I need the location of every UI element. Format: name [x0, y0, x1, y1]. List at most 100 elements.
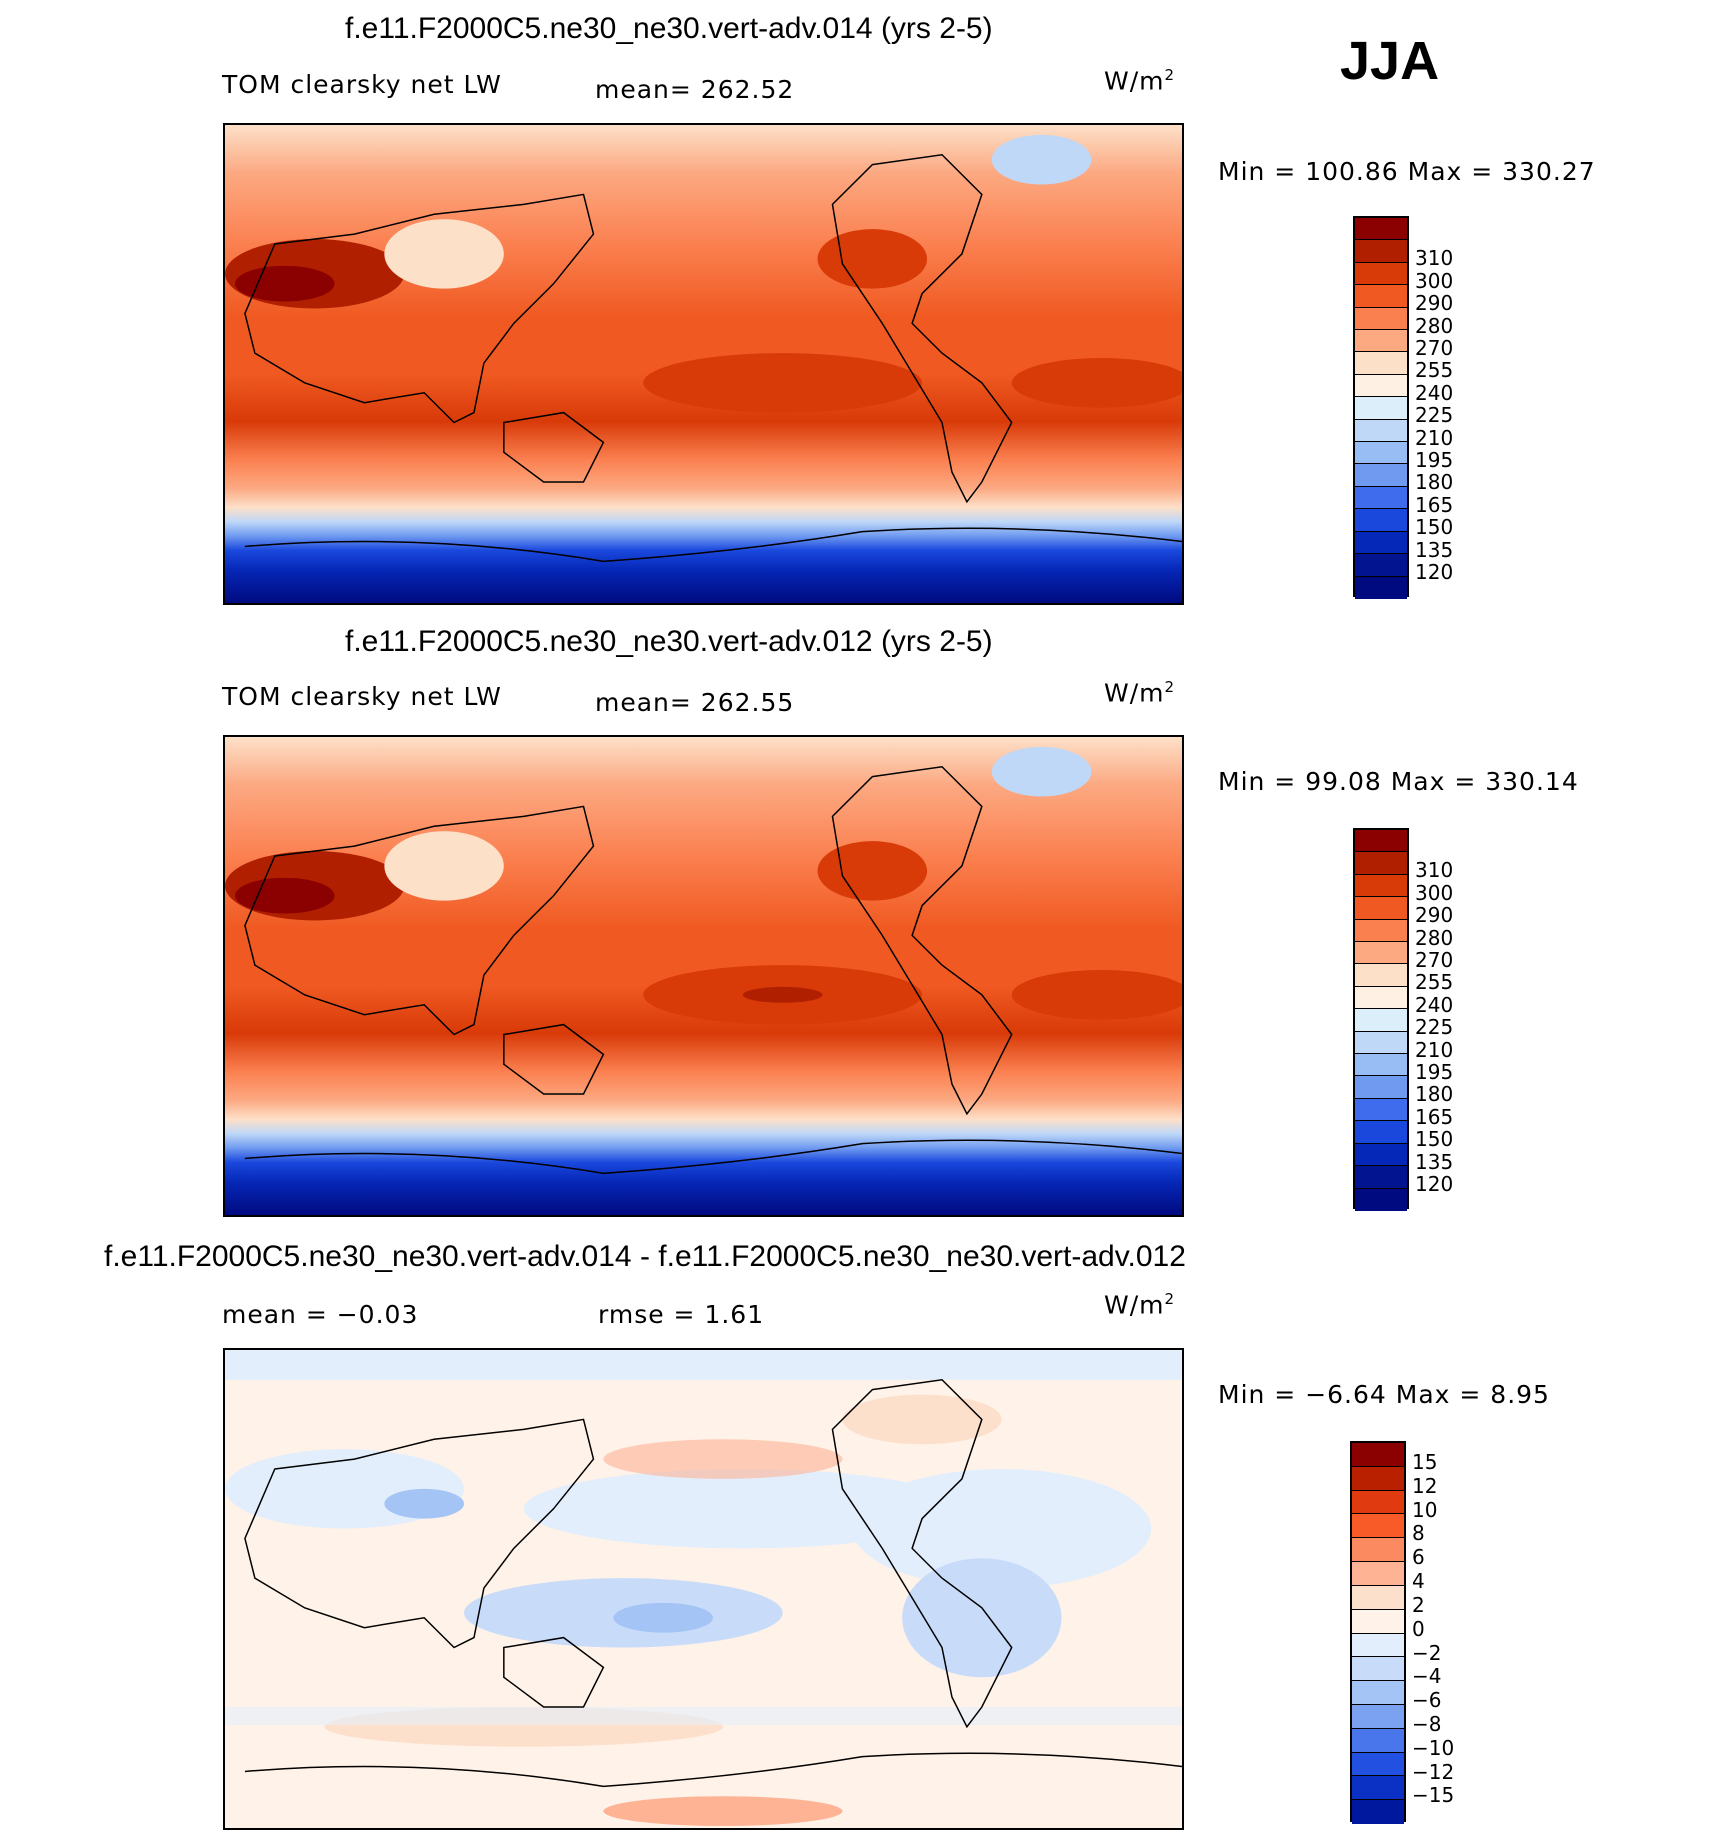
colorbar-swatch — [1352, 1776, 1404, 1801]
colorbar-swatch — [1352, 1490, 1404, 1515]
colorbar-swatch — [1355, 531, 1407, 555]
colorbar-swatch — [1355, 1188, 1407, 1211]
colorbar-tick-label: 120 — [1415, 560, 1454, 585]
panel1-title: f.e11.F2000C5.ne30_ne30.vert-adv.014 (yr… — [345, 12, 993, 45]
colorbar-swatch — [1355, 1054, 1407, 1077]
colorbar-tick-label: 195 — [1415, 1060, 1454, 1085]
colorbar-tick-label: 150 — [1415, 515, 1454, 540]
panel1-units: W/m2 — [1104, 66, 1176, 96]
colorbar-swatch — [1355, 964, 1407, 987]
colorbar-tick-label: 165 — [1415, 492, 1454, 517]
colorbar-tick-label: 270 — [1415, 947, 1454, 972]
colorbar-swatch — [1355, 285, 1407, 308]
season-label: JJA — [1340, 31, 1440, 91]
colorbar-swatch — [1355, 1166, 1407, 1189]
colorbar-tick-label: −6 — [1412, 1688, 1442, 1713]
colorbar-swatch — [1352, 1657, 1404, 1682]
panel1-variable: TOM clearsky net LW — [222, 70, 502, 99]
colorbar-swatch — [1355, 464, 1407, 487]
colorbar-swatch — [1355, 576, 1407, 599]
colorbar-swatch — [1355, 897, 1407, 920]
colorbar-swatch — [1355, 1143, 1407, 1167]
colorbar-tick-label: 180 — [1415, 1082, 1454, 1107]
panel2-colorbar — [1353, 828, 1409, 1211]
colorbar-swatch — [1355, 554, 1407, 577]
panel3-minmax: Min = −6.64 Max = 8.95 — [1218, 1380, 1550, 1409]
panel1-minmax: Min = 100.86 Max = 330.27 — [1218, 157, 1596, 186]
colorbar-swatch — [1352, 1585, 1404, 1610]
colorbar-swatch — [1355, 1076, 1407, 1099]
colorbar-tick-label: 255 — [1415, 358, 1454, 383]
colorbar-tick-label: −15 — [1412, 1783, 1455, 1808]
colorbar-swatch — [1355, 1121, 1407, 1144]
colorbar-swatch — [1355, 419, 1407, 443]
colorbar-tick-label: 120 — [1415, 1172, 1454, 1197]
colorbar-tick-label: 8 — [1412, 1521, 1425, 1546]
colorbar-tick-label: 310 — [1415, 246, 1454, 271]
colorbar-tick-label: −4 — [1412, 1664, 1442, 1689]
colorbar-swatch — [1355, 442, 1407, 465]
colorbar-tick-label: 300 — [1415, 880, 1454, 905]
colorbar-tick-label: 280 — [1415, 313, 1454, 338]
colorbar-swatch — [1352, 1443, 1404, 1467]
colorbar-swatch — [1355, 330, 1407, 353]
panel1-map — [223, 123, 1184, 605]
colorbar-swatch — [1355, 486, 1407, 510]
colorbar-swatch — [1355, 352, 1407, 375]
panel2-variable: TOM clearsky net LW — [222, 682, 502, 711]
colorbar-swatch — [1352, 1562, 1404, 1586]
colorbar-swatch — [1355, 942, 1407, 965]
colorbar-tick-label: 2 — [1412, 1592, 1425, 1617]
colorbar-tick-label: 0 — [1412, 1616, 1425, 1641]
colorbar-swatch — [1355, 262, 1407, 286]
colorbar-tick-label: 270 — [1415, 335, 1454, 360]
colorbar-tick-label: 6 — [1412, 1545, 1425, 1570]
colorbar-tick-label: 150 — [1415, 1127, 1454, 1152]
colorbar-tick-label: 4 — [1412, 1569, 1425, 1594]
colorbar-swatch — [1355, 307, 1407, 331]
panel3-colorbar — [1350, 1441, 1406, 1824]
colorbar-swatch — [1352, 1466, 1404, 1491]
colorbar-swatch — [1355, 240, 1407, 263]
colorbar-tick-label: −12 — [1412, 1759, 1455, 1784]
colorbar-tick-label: 210 — [1415, 1037, 1454, 1062]
colorbar-swatch — [1355, 1009, 1407, 1032]
colorbar-swatch — [1355, 218, 1407, 241]
colorbar-tick-label: 135 — [1415, 537, 1454, 562]
colorbar-swatch — [1352, 1514, 1404, 1539]
colorbar-tick-label: 210 — [1415, 425, 1454, 450]
colorbar-tick-label: 165 — [1415, 1104, 1454, 1129]
colorbar-swatch — [1352, 1704, 1404, 1729]
colorbar-swatch — [1352, 1633, 1404, 1658]
colorbar-swatch — [1352, 1609, 1404, 1634]
colorbar-swatch — [1355, 986, 1407, 1010]
colorbar-tick-label: 135 — [1415, 1149, 1454, 1174]
colorbar-tick-label: 10 — [1412, 1497, 1438, 1522]
colorbar-tick-label: 300 — [1415, 268, 1454, 293]
colorbar-swatch — [1355, 1098, 1407, 1122]
panel3-rmse: rmse = 1.61 — [598, 1300, 765, 1329]
colorbar-tick-label: 255 — [1415, 970, 1454, 995]
colorbar-tick-label: −2 — [1412, 1640, 1442, 1665]
colorbar-swatch — [1352, 1752, 1404, 1777]
colorbar-tick-label: 290 — [1415, 903, 1454, 928]
panel3-mean: mean = −0.03 — [222, 1300, 419, 1329]
panel2-mean: mean= 262.55 — [595, 688, 795, 717]
colorbar-tick-label: 12 — [1412, 1473, 1438, 1498]
colorbar-swatch — [1355, 397, 1407, 420]
colorbar-swatch — [1355, 1031, 1407, 1055]
colorbar-tick-label: 240 — [1415, 380, 1454, 405]
colorbar-swatch — [1355, 830, 1407, 853]
colorbar-tick-label: 240 — [1415, 992, 1454, 1017]
panel1-colorbar — [1353, 216, 1409, 599]
panel3-title: f.e11.F2000C5.ne30_ne30.vert-adv.014 - f… — [104, 1240, 1186, 1273]
colorbar-tick-label: 280 — [1415, 925, 1454, 950]
panel2-map — [223, 735, 1184, 1217]
colorbar-tick-label: 290 — [1415, 291, 1454, 316]
colorbar-swatch — [1352, 1681, 1404, 1705]
panel3-units: W/m2 — [1104, 1290, 1176, 1320]
colorbar-tick-label: 310 — [1415, 858, 1454, 883]
panel2-units: W/m2 — [1104, 678, 1176, 708]
colorbar-swatch — [1355, 509, 1407, 532]
panel2-minmax: Min = 99.08 Max = 330.14 — [1218, 767, 1579, 796]
